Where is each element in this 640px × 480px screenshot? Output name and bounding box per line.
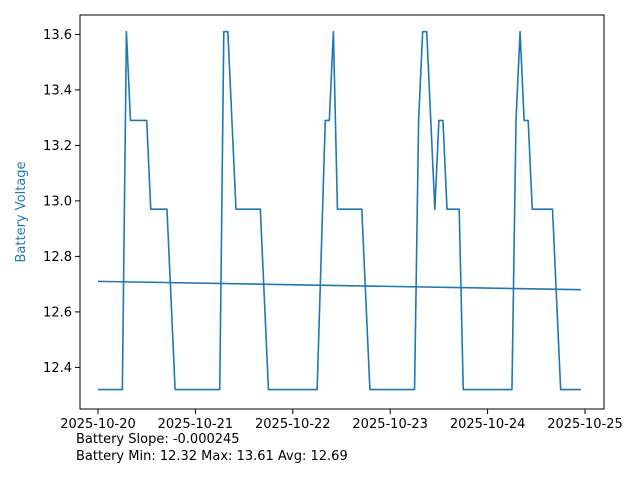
x-tick-label: 2025-10-24 [450, 417, 526, 432]
x-tick-label: 2025-10-20 [60, 417, 136, 432]
y-tick-label: 12.4 [43, 361, 72, 376]
y-axis-label: Battery Voltage [14, 161, 29, 262]
battery-stats-note: Battery Min: 12.32 Max: 13.61 Avg: 12.69 [76, 449, 348, 464]
y-tick-label: 13.0 [43, 194, 72, 209]
y-tick-label: 13.4 [43, 83, 72, 98]
x-tick-label: 2025-10-25 [547, 417, 623, 432]
y-tick-label: 12.6 [43, 305, 72, 320]
x-axis-ticks: 2025-10-20 2025-10-21 2025-10-22 2025-10-23… [60, 409, 623, 432]
y-axis-ticks: 12.4 12.6 12.8 13.0 13.2 13.4 13.6 [43, 28, 80, 376]
y-tick-label: 13.6 [43, 28, 72, 43]
y-tick-label: 12.8 [43, 250, 72, 265]
x-tick-label: 2025-10-22 [255, 417, 331, 432]
series-layer [97, 30, 581, 391]
y-tick-label: 13.2 [43, 139, 72, 154]
battery-voltage-line [98, 30, 581, 391]
battery-slope-note: Battery Slope: -0.000245 [76, 432, 240, 447]
x-tick-label: 2025-10-23 [352, 417, 428, 432]
x-tick-label: 2025-10-21 [158, 417, 234, 432]
trend-line [97, 280, 581, 291]
plot-frame [79, 14, 605, 410]
